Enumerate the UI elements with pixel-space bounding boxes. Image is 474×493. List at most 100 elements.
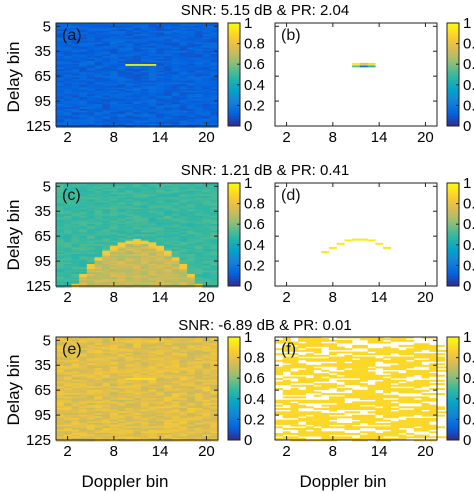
heatmap-cell <box>117 283 126 286</box>
detection-cell <box>359 394 376 397</box>
heatmap-cell <box>94 254 103 257</box>
heatmap-cell <box>71 358 80 361</box>
heatmap-cell <box>194 422 203 426</box>
heatmap-cell <box>140 396 149 399</box>
heatmap-cell <box>125 431 134 434</box>
colorbar-segment <box>447 198 459 202</box>
heatmap-cell <box>71 225 80 228</box>
detection-cell <box>359 62 368 65</box>
heatmap-cell <box>171 90 180 93</box>
heatmap-cell <box>156 217 165 220</box>
heatmap-cell <box>179 27 188 30</box>
heatmap-cell <box>148 77 157 80</box>
heatmap-cell <box>63 57 72 60</box>
heatmap-cell <box>179 102 188 105</box>
detection-cell <box>406 356 430 359</box>
heatmap-cell <box>110 207 119 210</box>
heatmap-cell <box>194 265 203 268</box>
heatmap-cell <box>94 94 103 97</box>
heatmap-cell <box>94 55 103 58</box>
heatmap-cell <box>164 273 173 277</box>
detection-cell <box>313 399 330 402</box>
heatmap-cell <box>194 358 203 361</box>
heatmap-cell <box>187 351 196 354</box>
colorbar-segment <box>447 391 459 395</box>
heatmap-cell <box>63 268 72 272</box>
heatmap-cell <box>86 414 95 417</box>
heatmap-cell <box>187 255 196 258</box>
heatmap-cell <box>164 389 173 392</box>
heatmap-cell <box>110 229 119 232</box>
detection-cell <box>375 351 399 354</box>
detection-cell <box>329 351 338 354</box>
heatmap-cell <box>194 277 203 280</box>
detection-cell <box>298 336 322 339</box>
heatmap-cell <box>133 391 142 394</box>
heatmap-cell <box>56 439 65 442</box>
detection-cell <box>367 341 392 344</box>
heatmap-cell <box>56 39 65 42</box>
detection-cell <box>398 353 407 356</box>
colorbar-segment <box>447 393 459 397</box>
colorbar-segment <box>447 188 459 192</box>
heatmap-cell <box>94 222 103 225</box>
heatmap-cell <box>133 427 142 431</box>
heatmap-cell <box>71 232 80 235</box>
heatmap-cell <box>179 24 188 27</box>
heatmap-cell <box>156 108 165 112</box>
heatmap-cell <box>125 268 134 272</box>
heatmap-cell <box>125 72 134 75</box>
colorbar-segment <box>228 262 240 266</box>
x-tick-label: 2 <box>282 289 290 306</box>
heatmap-cell <box>86 204 95 207</box>
heatmap-cell <box>179 202 188 205</box>
heatmap-cell <box>187 239 196 242</box>
heatmap-cell <box>202 260 211 263</box>
axes-frame <box>274 182 438 287</box>
heatmap-cell <box>79 250 88 253</box>
heatmap-cell <box>86 359 95 362</box>
heatmap-cell <box>125 117 134 120</box>
heatmap-cell <box>133 125 142 128</box>
heatmap-cell <box>148 113 157 117</box>
heatmap-cell <box>133 75 142 78</box>
heatmap-cell <box>110 205 119 208</box>
heatmap-cell <box>86 215 95 218</box>
heatmap-cell <box>125 84 134 87</box>
heatmap-cell <box>202 424 211 427</box>
heatmap-cell <box>94 249 103 252</box>
heatmap-cell <box>117 280 126 283</box>
heatmap-cell <box>56 42 65 45</box>
heatmap-cell <box>171 234 180 237</box>
heatmap-cell <box>171 268 180 272</box>
detection-cell <box>352 396 368 399</box>
heatmap-cell <box>110 432 119 435</box>
detection-cell <box>359 238 368 241</box>
heatmap-cell <box>164 60 173 63</box>
colorbar-segment <box>447 79 459 83</box>
heatmap-cell <box>210 85 219 88</box>
heatmap-cell <box>71 95 80 98</box>
heatmap-cell <box>164 421 173 424</box>
heatmap-cell <box>156 403 165 406</box>
heatmap-cell <box>94 200 103 203</box>
heatmap-cell <box>79 383 88 386</box>
heatmap-cell <box>194 343 203 346</box>
heatmap-cell <box>148 189 157 192</box>
heatmap-cell <box>71 254 80 257</box>
heatmap-cell <box>86 250 95 253</box>
heatmap-cell <box>156 35 165 38</box>
heatmap-cell <box>171 100 180 103</box>
heatmap-cell <box>94 89 103 92</box>
heatmap-cell <box>148 403 157 406</box>
heatmap-cell <box>117 424 126 427</box>
heatmap-cell <box>140 79 149 82</box>
heatmap-cell <box>148 283 157 286</box>
heatmap-cell <box>86 39 95 42</box>
colorbar-segment <box>447 59 459 63</box>
heatmap-cell <box>125 280 134 283</box>
detection-cell <box>398 338 407 341</box>
heatmap-cell <box>71 361 80 364</box>
heatmap-cell <box>79 125 88 128</box>
colorbar-segment <box>447 234 459 238</box>
